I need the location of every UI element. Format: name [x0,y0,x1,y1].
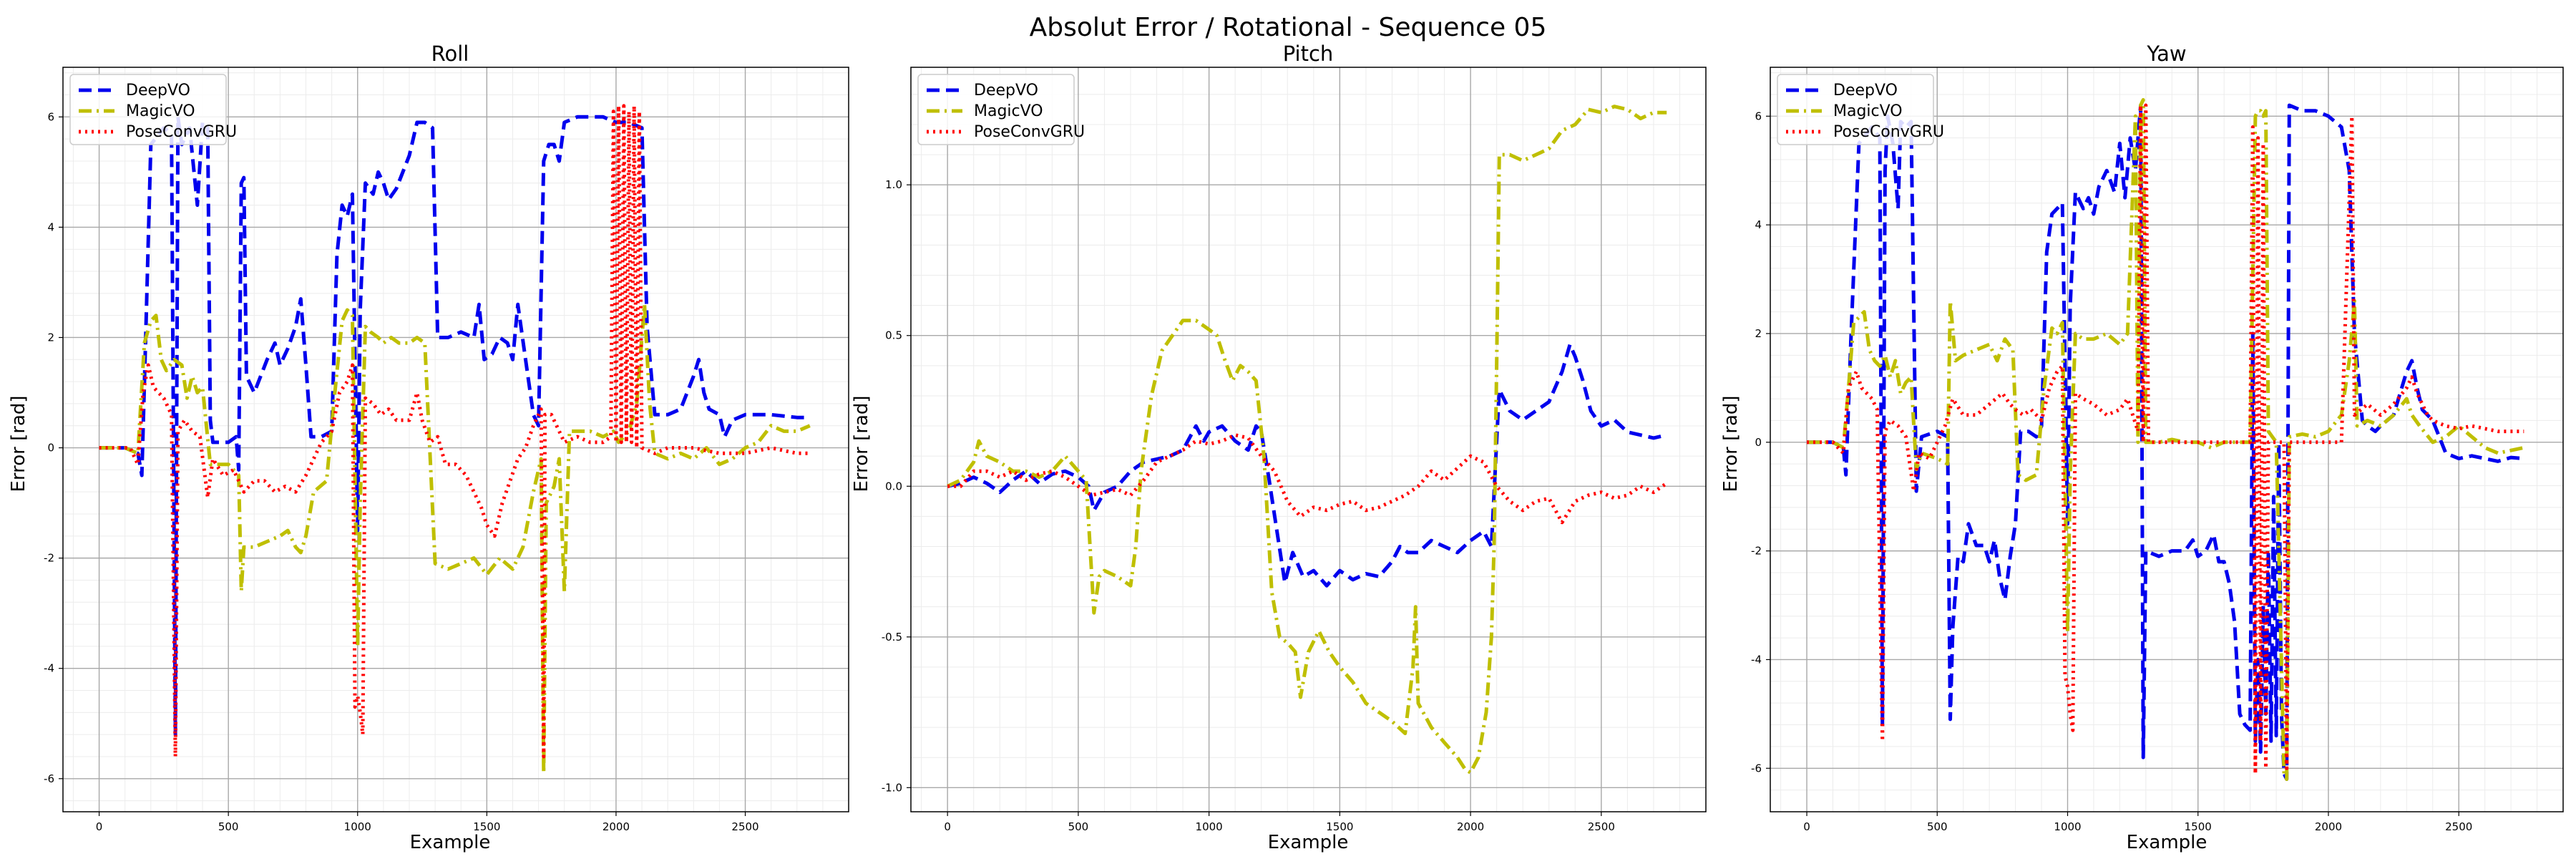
yaw-series-group [1807,98,2524,781]
roll-legend-label-poseconvgru: PoseConvGRU [126,123,237,141]
roll-y-tick-label: 0 [47,442,54,455]
yaw-y-tick-label: -6 [1751,762,1762,775]
roll-legend-label-deepvo: DeepVO [126,82,190,100]
yaw-y-tick-label: 0 [1755,436,1762,449]
roll-series-poseconvgru [99,104,810,759]
roll-x-tick-label: 2500 [731,820,758,833]
roll-y-tick-label: -6 [44,772,54,785]
roll-series-magicvo [99,302,811,775]
roll-y-tick-label: -2 [44,552,54,565]
yaw-title: Yaw [2146,42,2186,66]
roll-x-tick-label: 1000 [344,820,371,833]
yaw-series-poseconvgru [1807,103,2524,776]
pitch-plot: Pitch Example Error [rad] 0 500 1000 1500 20… [851,42,1707,853]
pitch-x-tick-label: 500 [1068,820,1089,833]
yaw-y-tick-label: 2 [1755,327,1762,340]
roll-axes-frame [62,67,849,812]
pitch-y-tick-label: 0.0 [885,480,902,492]
pitch-legend-label-magicvo: MagicVO [974,102,1043,120]
yaw-x-tick-label: 0 [1803,820,1810,833]
yaw-x-tick-label: 1500 [2185,820,2212,833]
roll-x-tick-label: 0 [96,820,103,833]
yaw-y-tick-label: 6 [1755,110,1762,122]
figure-title: Absolut Error / Rotational - Sequence 05 [1030,13,1547,42]
pitch-xlabel: Example [1268,832,1349,853]
pitch-y-tick-label: 0.5 [885,329,902,342]
pitch-y-tick-label: -0.5 [882,631,902,644]
yaw-x-tick-label: 1000 [2054,820,2081,833]
roll-ylabel: Error [rad] [8,395,29,492]
yaw-x-tick-label: 500 [1927,820,1948,833]
pitch-series-magicvo [947,105,1667,775]
roll-xlabel: Example [410,832,491,853]
yaw-legend-label-magicvo: MagicVO [1833,102,1903,120]
pitch-legend-label-poseconvgru: PoseConvGRU [974,123,1085,141]
roll-x-tick-label: 2000 [602,820,630,833]
yaw-y-tick-label: 4 [1755,218,1762,231]
yaw-axes-frame [1770,67,2564,812]
yaw-y-tick-label: -4 [1751,653,1762,666]
roll-series-deepvo [99,115,810,737]
roll-series-group [99,104,811,775]
roll-legend-label-magicvo: MagicVO [126,102,195,120]
roll-y-tick-label: 6 [47,110,54,123]
pitch-y-tick-label: -1.0 [882,781,902,794]
yaw-legend-label-poseconvgru: PoseConvGRU [1833,123,1944,141]
yaw-plot: Yaw Example Error [rad] 0 500 1000 1500 2000… [1720,42,2564,853]
pitch-x-tick-label: 2000 [1457,820,1484,833]
roll-x-tick-label: 1500 [473,820,500,833]
roll-y-tick-label: 2 [47,331,54,344]
pitch-x-tick-label: 0 [944,820,951,833]
yaw-legend-label-deepvo: DeepVO [1833,82,1898,100]
pitch-series-poseconvgru [947,433,1668,525]
roll-y-tick-label: 4 [47,220,54,233]
roll-plot-area: 0 500 1000 1500 2000 2500 -6 -4 -2 0 2 4 6 DeepVO Magi… [44,67,849,833]
yaw-y-tick-label: -2 [1751,545,1762,558]
pitch-axes-frame [910,67,1707,812]
yaw-xlabel: Example [2127,832,2207,853]
pitch-legend-label-deepvo: DeepVO [974,82,1038,100]
pitch-x-tick-label: 2500 [1588,820,1615,833]
roll-title: Roll [431,42,469,66]
yaw-x-tick-label: 2000 [2315,820,2342,833]
yaw-plot-area: 0 500 1000 1500 2000 2500 -6 -4 -2 0 2 4 6 DeepVO Magi… [1751,67,2564,833]
pitch-x-tick-label: 1500 [1326,820,1353,833]
roll-plot: Roll Example Error [rad] 0 500 1000 1500 200… [8,42,849,853]
pitch-series-group [947,105,1668,775]
yaw-x-tick-label: 2500 [2445,820,2472,833]
pitch-y-tick-label: 1.0 [885,178,902,191]
pitch-ylabel: Error [rad] [851,395,872,492]
roll-y-tick-label: -4 [44,662,54,675]
pitch-title: Pitch [1283,42,1334,66]
yaw-series-magicvo [1807,98,2524,781]
pitch-plot-area: 0 500 1000 1500 2000 2500 -1.0 -0.5 0.0 0.5 1.0 Dee… [882,67,1707,833]
pitch-x-tick-label: 1000 [1196,820,1223,833]
yaw-ylabel: Error [rad] [1720,395,1742,492]
roll-x-tick-label: 500 [218,820,239,833]
